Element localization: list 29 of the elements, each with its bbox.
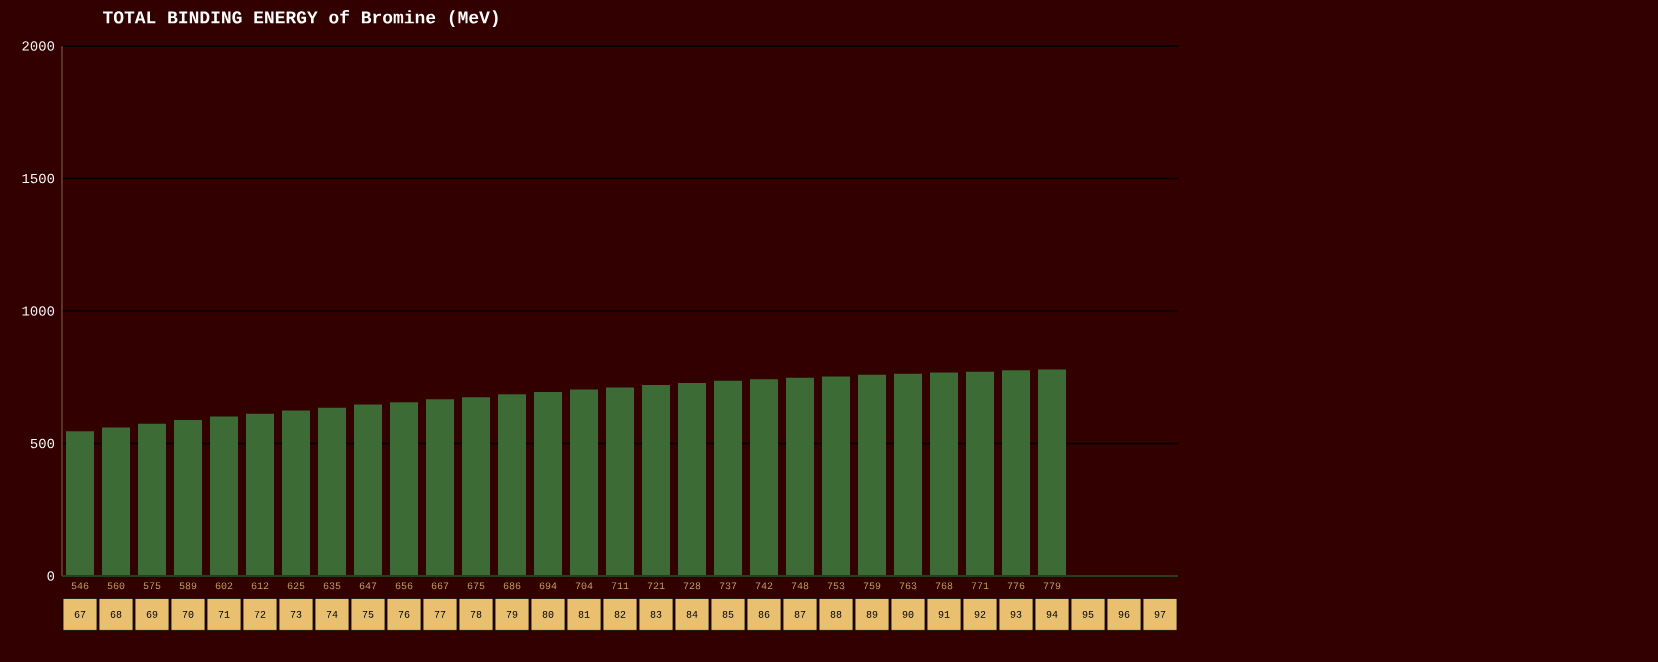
bar bbox=[642, 384, 671, 576]
bar bbox=[1038, 369, 1067, 576]
bar bbox=[102, 427, 131, 576]
bar bbox=[534, 392, 563, 576]
bar bbox=[822, 376, 851, 576]
bar bbox=[174, 419, 203, 576]
bar bbox=[462, 397, 491, 576]
bar bbox=[318, 407, 347, 576]
bar bbox=[966, 371, 995, 576]
bar bbox=[1002, 370, 1031, 576]
bar bbox=[354, 404, 383, 576]
bar bbox=[246, 413, 275, 576]
bar bbox=[750, 379, 779, 576]
bar bbox=[786, 377, 815, 576]
bar bbox=[210, 416, 239, 576]
bar bbox=[66, 431, 95, 576]
chart-title: TOTAL BINDING ENERGY of Bromine (MeV) bbox=[103, 10, 498, 27]
bar bbox=[606, 387, 635, 576]
bar bbox=[894, 373, 923, 576]
bar bbox=[390, 402, 419, 576]
bar bbox=[570, 389, 599, 576]
bar bbox=[138, 423, 167, 576]
bar bbox=[858, 374, 887, 576]
bar bbox=[282, 410, 311, 576]
bar bbox=[714, 380, 743, 576]
bar bbox=[930, 372, 959, 576]
bar bbox=[678, 383, 707, 576]
bar bbox=[498, 394, 527, 576]
bar bbox=[426, 399, 455, 576]
